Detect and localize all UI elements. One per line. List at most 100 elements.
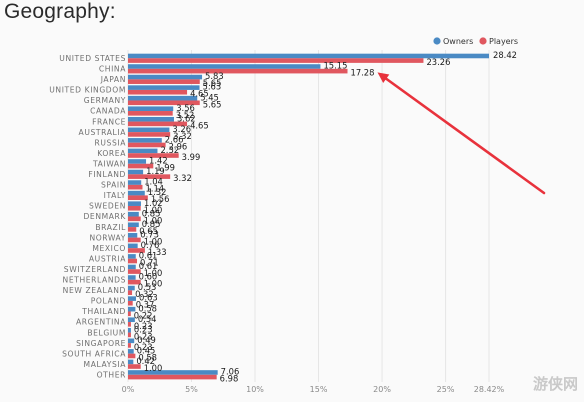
players-bar — [128, 142, 166, 148]
owners-bar — [128, 106, 174, 112]
players-value-label: 1.00 — [144, 205, 163, 215]
players-bar — [128, 121, 188, 127]
owners-value-label: 0.23 — [134, 324, 153, 334]
owners-value-label: 0.49 — [137, 335, 156, 345]
owners-value-label: 0.45 — [137, 345, 156, 355]
owners-value-label: 0.73 — [140, 229, 159, 239]
owners-bar — [128, 190, 145, 196]
category-label: MALAYSIA — [84, 360, 127, 369]
owners-bar — [128, 306, 136, 312]
players-bar — [128, 290, 133, 295]
owners-value-label: 0.61 — [139, 251, 158, 261]
owners-bar — [128, 359, 134, 365]
legend-label: Owners — [443, 37, 473, 46]
category-label: SWITZERLAND — [64, 265, 126, 274]
players-bar — [128, 79, 200, 84]
owners-bar — [128, 222, 139, 228]
owners-value-label: 0.53 — [138, 282, 157, 292]
players-bar — [128, 364, 141, 369]
owners-bar — [128, 95, 198, 101]
owners-bar — [128, 53, 489, 59]
players-bar — [128, 163, 154, 169]
category-label: CANADA — [90, 107, 126, 116]
players-bar — [128, 68, 348, 74]
category-label: SWEDEN — [89, 202, 126, 211]
players-bar — [128, 195, 148, 201]
category-label: DENMARK — [83, 212, 126, 221]
owners-bar — [128, 285, 135, 291]
owners-value-label: 3.62 — [177, 113, 196, 123]
category-label: OTHER — [97, 370, 127, 379]
owners-value-label: 3.56 — [176, 103, 195, 113]
players-value-label: 4.65 — [190, 120, 209, 130]
owners-value-label: 28.42 — [493, 50, 517, 60]
players-bar — [128, 248, 145, 253]
owners-value-label: 0.42 — [136, 356, 155, 366]
players-bar — [128, 205, 141, 211]
players-value-label: 0.23 — [134, 331, 153, 341]
category-label: SPAIN — [101, 181, 126, 190]
arrow-head — [377, 72, 390, 83]
players-value-label: 3.99 — [182, 152, 201, 162]
owners-bar — [128, 85, 200, 90]
owners-value-label: 5.83 — [205, 71, 224, 81]
category-label: ITALY — [104, 191, 126, 200]
players-value-label: 0.22 — [134, 310, 153, 320]
category-label: ARGENTINA — [76, 318, 126, 327]
owners-bar — [128, 201, 141, 206]
owners-value-label: 0.60 — [139, 272, 158, 282]
players-value-label: 1.99 — [156, 163, 175, 173]
players-value-label: 1.56 — [151, 194, 170, 204]
annotation-arrow — [377, 72, 546, 195]
owners-bar — [128, 233, 138, 238]
category-label: POLAND — [91, 297, 126, 306]
x-tick-label: 0% — [122, 385, 135, 394]
players-bar — [128, 216, 141, 222]
players-value-label: 0.23 — [134, 342, 153, 352]
category-label: UNITED KINGDOM — [49, 86, 126, 95]
players-bar — [128, 132, 171, 137]
players-value-label: 0.58 — [138, 352, 157, 362]
players-value-label: 0.65 — [139, 226, 158, 236]
owners-value-label: 0.63 — [139, 293, 158, 303]
players-bar — [128, 153, 179, 158]
players-value-label: 4.65 — [190, 89, 209, 99]
owners-bar — [128, 296, 137, 301]
arrow-shaft — [382, 75, 546, 195]
owners-bar — [128, 180, 142, 185]
owners-bar — [128, 327, 131, 333]
category-label: UNITED STATES — [59, 54, 126, 63]
x-tick-label: 20% — [373, 385, 391, 394]
players-value-label: 1.00 — [144, 279, 163, 289]
players-bar — [128, 279, 141, 285]
players-value-label: 0.32 — [135, 289, 154, 299]
players-value-label: 5.65 — [203, 99, 222, 109]
owners-value-label: 7.06 — [221, 367, 240, 377]
owners-value-label: 1.04 — [144, 177, 163, 187]
players-value-label: 0.37 — [136, 300, 155, 310]
category-label: RUSSIA — [94, 138, 126, 147]
players-bar — [128, 111, 173, 116]
owners-value-label: 2.66 — [165, 134, 184, 144]
category-label: JAPAN — [100, 75, 126, 84]
category-label: NORWAY — [89, 233, 126, 242]
players-bar — [128, 237, 141, 243]
players-bar — [128, 58, 424, 63]
owners-bar — [128, 370, 218, 375]
players-value-label: 1.00 — [144, 363, 163, 373]
players-bar — [128, 311, 131, 317]
players-value-label: 2.96 — [169, 141, 188, 151]
category-label: KOREA — [97, 149, 126, 158]
legend-label: Players — [489, 37, 518, 46]
category-label: BRAZIL — [95, 223, 126, 232]
owners-bar — [128, 159, 147, 164]
category-label: SINGAPORE — [76, 339, 126, 348]
owners-value-label: 2.32 — [160, 145, 179, 155]
players-value-label: 3.32 — [173, 173, 192, 183]
players-bar — [128, 227, 137, 232]
x-tick-label: 15% — [310, 385, 328, 394]
owners-bar — [128, 338, 135, 344]
owners-value-label: 1.19 — [146, 166, 165, 176]
category-label: FRANCE — [92, 117, 126, 126]
